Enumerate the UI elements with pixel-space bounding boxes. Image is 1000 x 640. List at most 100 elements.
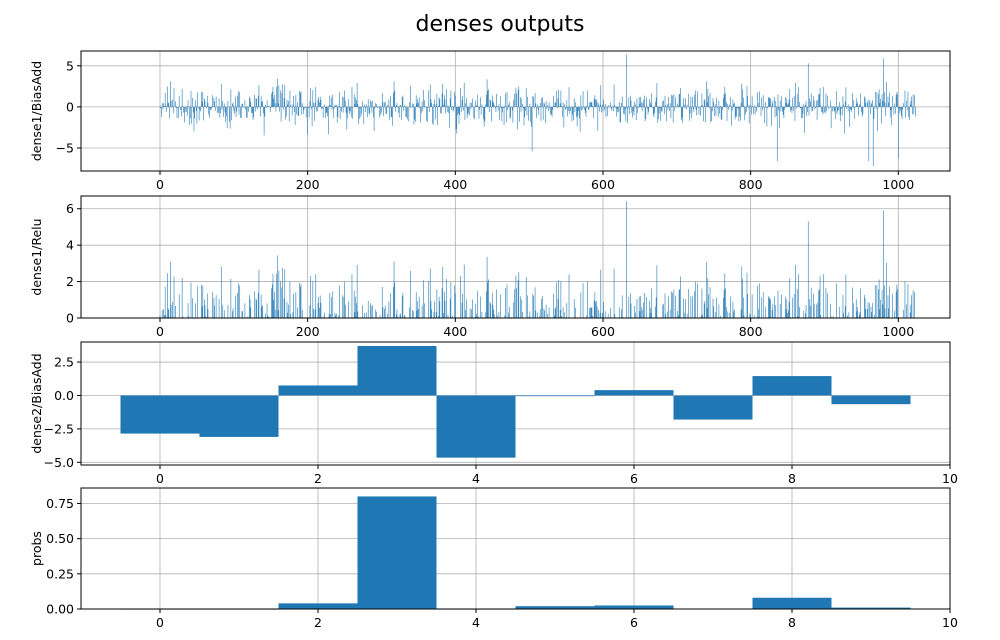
bar [905, 106, 906, 118]
bar [872, 100, 873, 107]
bar [785, 97, 786, 107]
x-tick-label: 8 [788, 471, 796, 486]
bar [450, 90, 452, 107]
bar [204, 305, 206, 318]
bar [299, 91, 300, 107]
bar [357, 311, 359, 318]
bar [475, 106, 477, 107]
bar [686, 105, 688, 107]
bar [449, 298, 451, 318]
bar [491, 95, 493, 107]
bar [251, 106, 253, 114]
bar [589, 308, 590, 318]
bar [639, 103, 641, 107]
bar [881, 289, 883, 318]
bar [559, 316, 560, 318]
bar [464, 106, 466, 121]
bar [573, 299, 575, 318]
bar [678, 105, 679, 107]
bar [628, 296, 630, 318]
bar [838, 106, 839, 111]
bar [551, 106, 553, 118]
bar [533, 96, 534, 107]
bar [861, 106, 862, 112]
bar [737, 106, 738, 109]
bar [808, 106, 810, 116]
bar [393, 81, 395, 107]
bar [497, 106, 499, 111]
bar [910, 304, 912, 318]
bar [768, 298, 770, 318]
bar [601, 104, 603, 107]
bar [298, 106, 300, 117]
bar [400, 313, 401, 318]
bar [260, 106, 261, 117]
bar [594, 292, 596, 318]
bar [622, 106, 624, 108]
bar [297, 102, 298, 107]
bar [911, 96, 912, 107]
bar [565, 106, 567, 109]
bar [454, 92, 455, 107]
bar [754, 315, 755, 318]
bar [805, 101, 807, 107]
bar [206, 293, 208, 318]
bar [810, 287, 812, 318]
bar [494, 314, 495, 318]
bar [381, 106, 382, 113]
bar [618, 102, 620, 107]
bar [342, 295, 343, 318]
bar [268, 106, 270, 108]
bar [895, 291, 897, 318]
bar [607, 105, 609, 107]
bar [353, 290, 355, 318]
bar [351, 87, 353, 107]
bar [365, 106, 367, 109]
bar [740, 103, 742, 107]
bar [906, 100, 907, 107]
bar [860, 93, 861, 107]
bar [237, 293, 238, 318]
bar [198, 106, 199, 108]
bar [453, 106, 455, 110]
bar [168, 309, 170, 318]
bar [312, 90, 314, 107]
bar [203, 106, 204, 121]
bar [827, 95, 828, 107]
bar [843, 104, 844, 107]
bar [236, 106, 238, 112]
bar [489, 99, 491, 107]
bar [175, 101, 176, 107]
bar [680, 88, 681, 107]
bar [323, 316, 325, 318]
bar [274, 103, 276, 107]
bar [692, 296, 693, 318]
bar [556, 90, 557, 107]
bar [640, 296, 641, 318]
bar [164, 92, 166, 107]
bar [650, 104, 652, 107]
bar [520, 97, 521, 107]
bar [352, 106, 353, 119]
bar [326, 106, 328, 113]
bar [586, 105, 588, 107]
bar [614, 105, 616, 107]
bar [278, 270, 280, 318]
bar [248, 106, 249, 112]
y-tick-label: 5 [66, 58, 74, 73]
bar [340, 106, 342, 108]
bar [378, 106, 380, 118]
bar [308, 106, 309, 108]
bar [379, 315, 381, 318]
bar [720, 315, 721, 318]
bar [877, 106, 878, 132]
bar [438, 97, 440, 107]
bar [429, 84, 431, 107]
bar [382, 102, 384, 107]
bar [771, 103, 773, 107]
bar [446, 89, 447, 107]
bar [266, 100, 268, 107]
bar [671, 291, 672, 318]
bar [415, 95, 417, 107]
bar [222, 100, 224, 107]
